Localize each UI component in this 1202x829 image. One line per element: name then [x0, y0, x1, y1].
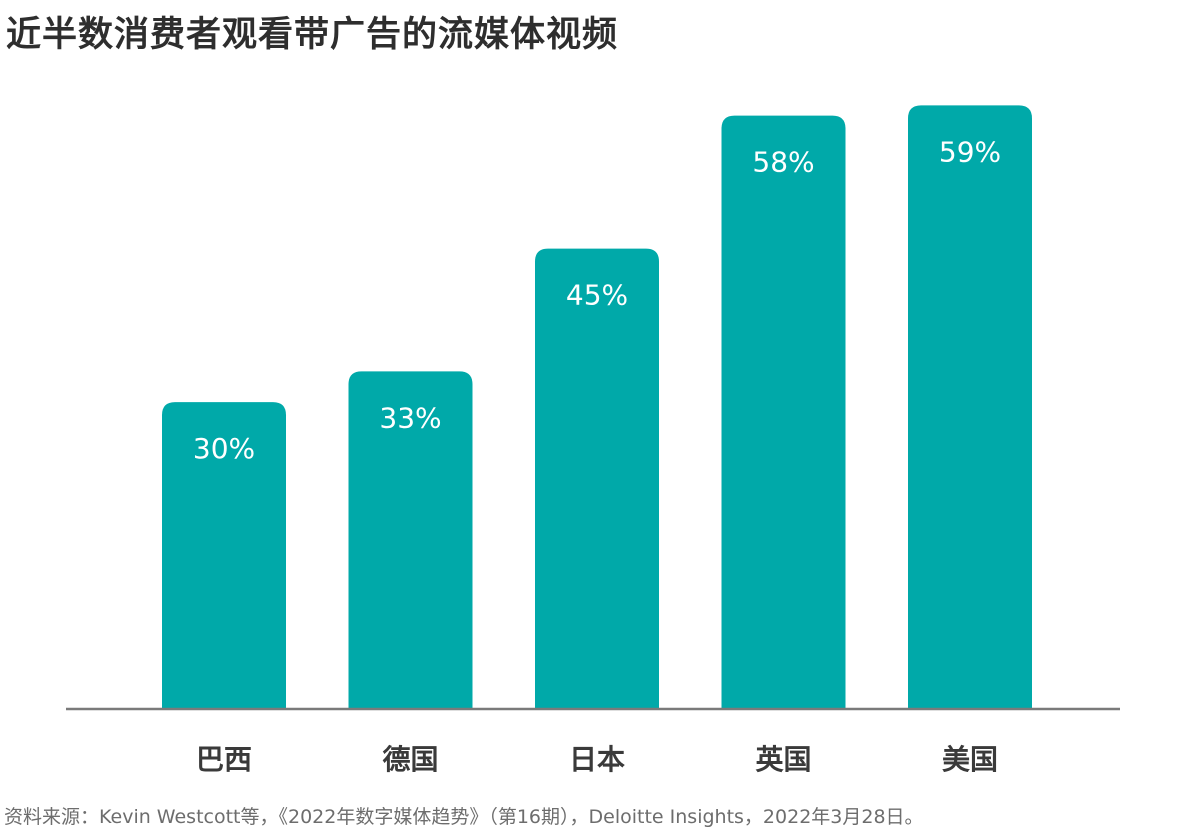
- x-tick-label-4: 英国: [755, 743, 811, 776]
- bar-5: [908, 105, 1032, 710]
- data-label-2: 33%: [379, 401, 441, 434]
- chart-title: 近半数消费者观看带广告的流媒体视频: [6, 15, 619, 55]
- bar-chart: 30% 巴西 33% 德国 45% 日本 58% 英国 59% 美国: [66, 105, 1120, 776]
- x-tick-label-3: 日本: [569, 743, 625, 776]
- data-label-1: 30%: [193, 432, 255, 465]
- bar-1: [162, 402, 286, 709]
- x-tick-label-1: 巴西: [196, 743, 252, 776]
- data-label-3: 45%: [566, 279, 628, 312]
- x-tick-label-2: 德国: [382, 743, 438, 776]
- bar-3: [535, 248, 659, 709]
- x-tick-label-5: 美国: [942, 743, 998, 776]
- bar-2: [348, 371, 473, 709]
- data-label-5: 59%: [939, 135, 1001, 168]
- source-note: 资料来源：Kevin Westcott等，《2022年数字媒体趋势》（第16期）…: [4, 806, 924, 828]
- data-label-4: 58%: [752, 146, 814, 179]
- bar-4: [721, 115, 846, 709]
